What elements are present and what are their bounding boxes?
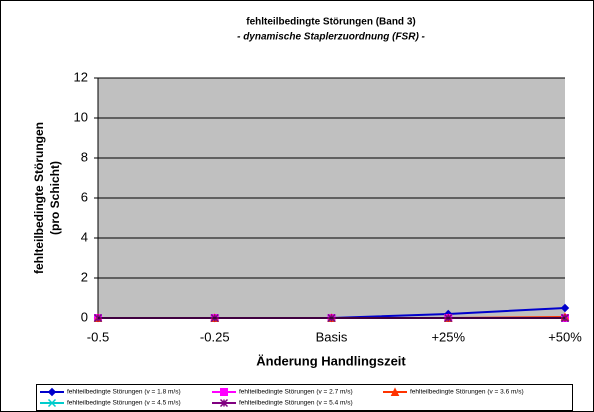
x-tick-label: -0.5 <box>87 329 109 344</box>
y-tick-label: 4 <box>81 229 88 244</box>
x-tick-label: -0.25 <box>200 329 230 344</box>
y-tick-label: 12 <box>74 69 88 84</box>
x-tick-label: +50% <box>548 329 582 344</box>
chart-title: fehlteilbedingte Störungen (Band 3) <box>246 17 415 28</box>
marker <box>47 398 57 408</box>
legend-label: fehlteilbedingte Störungen (v = 2.7 m/s) <box>239 389 353 396</box>
marker <box>220 388 228 396</box>
marker <box>47 387 57 397</box>
x-axis-title: Änderung Handlingszeit <box>256 353 406 368</box>
marker <box>560 303 570 313</box>
marker <box>390 387 400 396</box>
y-axis-title: fehlteilbedingte Störungen <box>32 122 46 274</box>
legend-label: fehlteilbedingte Störungen (v = 3.6 m/s) <box>410 389 524 396</box>
legend-label: fehlteilbedingte Störungen (v = 4.5 m/s) <box>67 400 181 407</box>
x-tick-label: Basis <box>316 329 348 344</box>
chart-subtitle: - dynamische Staplerzuordnung (FSR) - <box>237 32 425 43</box>
y-tick-label: 10 <box>74 109 88 124</box>
legend-label: fehlteilbedingte Störungen (v = 5.4 m/s) <box>239 400 353 407</box>
y-tick-label: 6 <box>81 189 88 204</box>
y-tick-label: 0 <box>81 309 88 324</box>
x-tick-label: +25% <box>431 329 465 344</box>
y-axis-title: (pro Schicht) <box>48 161 62 235</box>
y-tick-label: 8 <box>81 149 88 164</box>
legend <box>36 384 573 411</box>
legend-label: fehlteilbedingte Störungen (v = 1.8 m/s) <box>67 389 181 396</box>
y-tick-label: 2 <box>81 269 88 284</box>
marker <box>219 398 229 408</box>
